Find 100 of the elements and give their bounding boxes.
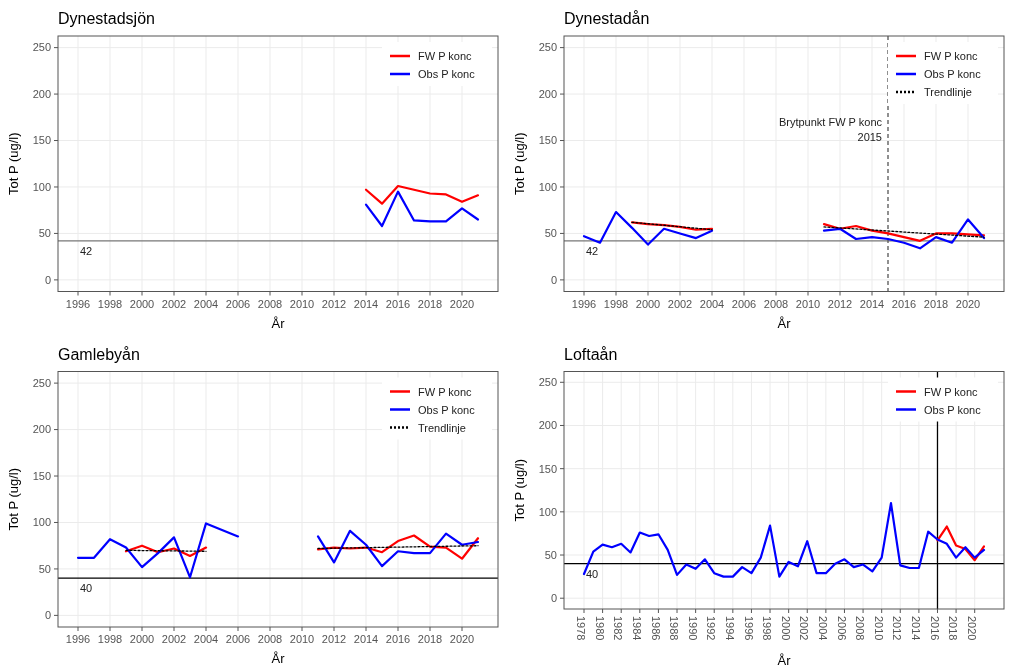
y-tick-label: 0 bbox=[44, 273, 51, 286]
ref-line-label: 42 bbox=[80, 244, 93, 257]
y-axis-title: Tot P (ug/l) bbox=[6, 467, 21, 531]
y-tick-label: 0 bbox=[550, 592, 557, 605]
x-tick-label: 1994 bbox=[723, 616, 736, 641]
x-tick-label: 2008 bbox=[257, 297, 283, 310]
legend-label: Obs P konc bbox=[924, 68, 982, 80]
y-tick-label: 50 bbox=[38, 227, 51, 240]
x-axis-title: År bbox=[777, 653, 792, 668]
x-tick-label: 2006 bbox=[835, 616, 848, 641]
x-tick-label: 1986 bbox=[649, 616, 662, 641]
x-axis-title: År bbox=[271, 651, 286, 666]
x-tick-label: 2014 bbox=[859, 297, 885, 310]
y-tick-label: 0 bbox=[550, 273, 557, 286]
line-series bbox=[936, 525, 986, 562]
chart-title: Gamlebyån bbox=[58, 345, 140, 363]
x-tick-label: 2014 bbox=[909, 616, 922, 641]
y-axis-title: Tot P (ug/l) bbox=[512, 458, 527, 522]
x-tick-label: 1996 bbox=[65, 297, 91, 310]
x-tick-label: 2000 bbox=[635, 297, 661, 310]
x-tick-label: 2008 bbox=[854, 616, 867, 641]
chart-title: Dynestadsjön bbox=[58, 10, 155, 27]
legend-label: FW P konc bbox=[418, 50, 473, 62]
x-tick-label: 1996 bbox=[65, 633, 91, 645]
y-tick-label: 200 bbox=[32, 87, 51, 100]
x-tick-label: 2004 bbox=[699, 297, 725, 310]
x-tick-label: 2006 bbox=[225, 297, 251, 310]
x-tick-label: 2004 bbox=[816, 616, 829, 641]
x-tick-label: 2008 bbox=[257, 633, 283, 645]
line-series bbox=[364, 184, 480, 205]
y-tick-label: 100 bbox=[32, 516, 51, 529]
x-tick-label: 2010 bbox=[289, 633, 315, 645]
x-tick-label: 2002 bbox=[667, 297, 693, 310]
x-tick-label: 2010 bbox=[289, 297, 315, 310]
y-tick-label: 150 bbox=[538, 462, 557, 475]
y-tick-label: 250 bbox=[538, 376, 557, 389]
chart-title: Dynestadån bbox=[564, 10, 650, 27]
y-tick-label: 100 bbox=[538, 505, 557, 518]
legend-label: Trendlinje bbox=[418, 421, 466, 434]
x-tick-label: 1998 bbox=[97, 633, 123, 645]
x-tick-label: 2010 bbox=[795, 297, 821, 310]
ref-line-label: Brytpunkt FW P konc 2015 bbox=[778, 116, 883, 143]
x-tick-label: 2010 bbox=[872, 616, 885, 641]
x-tick-label: 1996 bbox=[571, 297, 597, 310]
y-tick-label: 50 bbox=[544, 227, 557, 240]
legend-label: FW P konc bbox=[924, 385, 979, 398]
x-tick-label: 1992 bbox=[705, 616, 718, 641]
y-tick-label: 200 bbox=[32, 423, 51, 436]
x-tick-label: 2020 bbox=[965, 616, 978, 641]
x-tick-label: 2004 bbox=[193, 297, 219, 310]
y-tick-label: 100 bbox=[538, 180, 557, 193]
legend-label: Obs P konc bbox=[418, 68, 476, 80]
x-tick-label: 2000 bbox=[129, 297, 155, 310]
chart-title: Loftaån bbox=[564, 345, 618, 363]
x-tick-label: 2020 bbox=[449, 297, 475, 310]
x-tick-label: 1998 bbox=[603, 297, 629, 310]
line-series bbox=[582, 502, 986, 578]
y-tick-label: 150 bbox=[32, 469, 51, 482]
y-tick-label: 250 bbox=[538, 41, 557, 54]
y-tick-label: 250 bbox=[32, 41, 51, 54]
legend-label: Trendlinje bbox=[924, 86, 972, 98]
x-tick-label: 2014 bbox=[353, 297, 379, 310]
x-tick-label: 2018 bbox=[947, 616, 960, 641]
x-tick-label: 2016 bbox=[385, 633, 411, 645]
y-tick-label: 100 bbox=[32, 180, 51, 193]
x-tick-label: 2012 bbox=[321, 633, 347, 645]
x-tick-label: 2018 bbox=[417, 633, 443, 645]
x-tick-label: 2006 bbox=[225, 633, 251, 645]
x-tick-label: 2002 bbox=[798, 616, 811, 641]
x-tick-label: 1996 bbox=[742, 616, 755, 641]
x-tick-label: 1984 bbox=[630, 616, 643, 641]
legend-label: FW P konc bbox=[924, 50, 979, 62]
x-tick-label: 2004 bbox=[193, 633, 219, 645]
x-tick-label: 2020 bbox=[449, 633, 475, 645]
y-tick-label: 150 bbox=[32, 134, 51, 147]
y-tick-label: 150 bbox=[538, 134, 557, 147]
ref-line-label: 40 bbox=[80, 582, 93, 595]
y-tick-label: 50 bbox=[544, 548, 557, 561]
x-tick-label: 2006 bbox=[731, 297, 757, 310]
x-tick-label: 1982 bbox=[612, 616, 625, 641]
legend-label: Obs P konc bbox=[418, 403, 476, 416]
x-tick-label: 2016 bbox=[928, 616, 941, 641]
x-tick-label: 1988 bbox=[668, 616, 681, 641]
x-tick-label: 2008 bbox=[763, 297, 789, 310]
x-tick-label: 2018 bbox=[923, 297, 949, 310]
line-series bbox=[364, 190, 480, 228]
ref-line-label: 40 bbox=[586, 567, 599, 580]
legend-label: FW P konc bbox=[418, 385, 473, 398]
x-tick-label: 2012 bbox=[321, 297, 347, 310]
x-tick-label: 2014 bbox=[353, 633, 379, 645]
y-tick-label: 0 bbox=[44, 609, 51, 622]
x-tick-label: 1998 bbox=[97, 297, 123, 310]
y-axis-title: Tot P (ug/l) bbox=[6, 132, 21, 196]
y-tick-label: 250 bbox=[32, 376, 51, 389]
x-tick-label: 2012 bbox=[827, 297, 853, 310]
x-tick-label: 1978 bbox=[575, 616, 588, 641]
y-axis-title: Tot P (ug/l) bbox=[512, 132, 527, 196]
y-tick-label: 200 bbox=[538, 87, 557, 100]
legend-label: Obs P konc bbox=[924, 403, 982, 416]
x-axis-title: År bbox=[777, 315, 792, 331]
